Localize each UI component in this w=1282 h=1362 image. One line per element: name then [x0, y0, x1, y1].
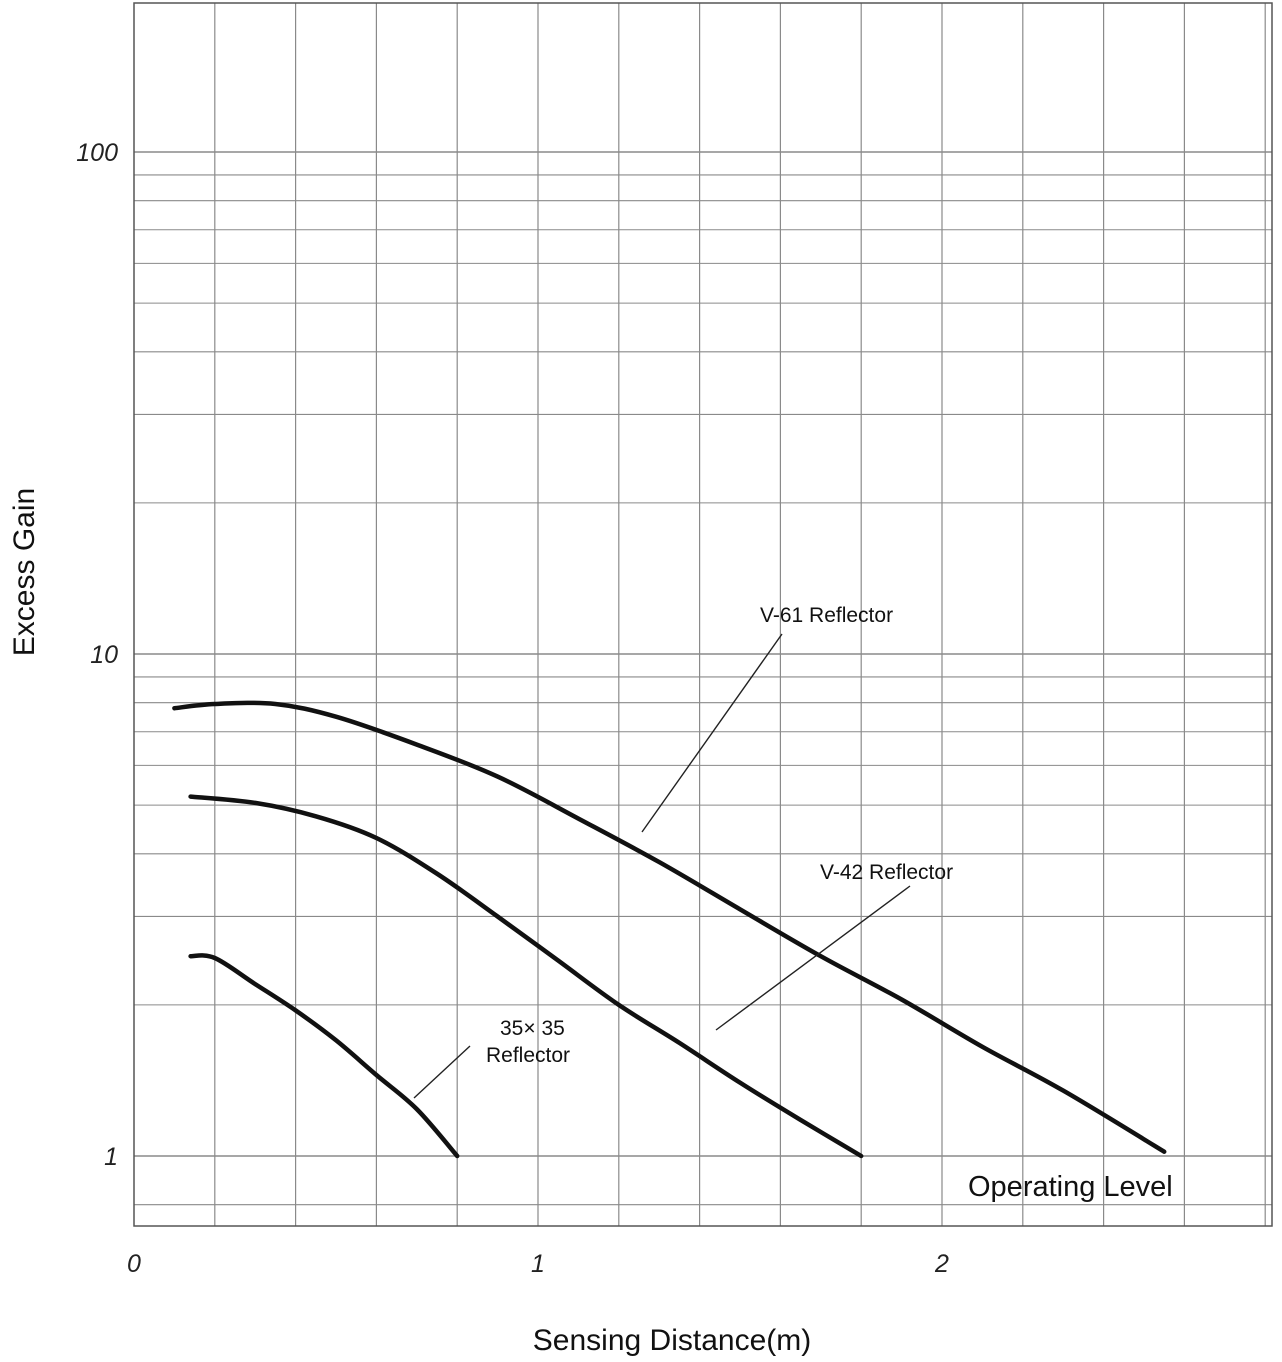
x-axis-title: Sensing Distance(m) [533, 1324, 811, 1357]
annotation-leader-lines [413, 633, 911, 1099]
plot-frame [133, 2, 1273, 1227]
x-tick-label: 0 [127, 1250, 141, 1278]
vertical-gridlines [214, 3, 1266, 1226]
v42-annotation: V-42 Reflector [820, 861, 953, 884]
v42-leader-line [715, 885, 911, 1031]
operating-level-label: Operating Level [968, 1171, 1173, 1203]
y-tick-label: 100 [76, 139, 118, 167]
x-tick-label: 1 [531, 1250, 545, 1278]
v42-curve [188, 794, 864, 1159]
reflector-35-curve [188, 953, 460, 1159]
horizontal-gridlines [134, 151, 1272, 1206]
y-tick-label: 1 [104, 1143, 118, 1171]
reflector-35-leader-line [413, 1045, 471, 1099]
y-axis-title: Excess Gain [8, 488, 41, 656]
v61-annotation: V-61 Reflector [760, 604, 893, 627]
x-tick-labels: 0 1 2 [127, 1250, 949, 1278]
x-tick-label: 2 [934, 1250, 949, 1278]
reflector-35-annotation-line1: 35× 35 [500, 1017, 565, 1040]
v61-curve [172, 700, 1167, 1154]
reflector-35-annotation-line2: Reflector [486, 1044, 570, 1067]
v61-leader-line [641, 633, 783, 833]
y-tick-label: 10 [90, 641, 118, 669]
y-tick-labels: 1 10 100 [76, 139, 118, 1171]
curves [172, 700, 1167, 1159]
